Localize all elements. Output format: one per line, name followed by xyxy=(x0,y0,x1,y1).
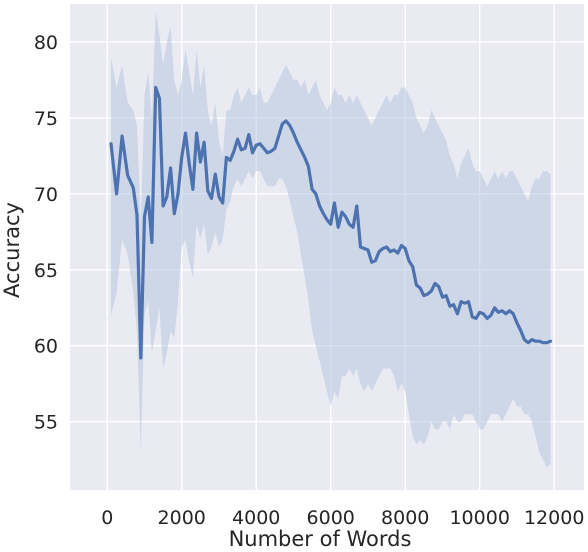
x-tick-label: 6000 xyxy=(307,507,355,529)
x-tick-label: 0 xyxy=(101,507,113,529)
x-tick-labels: 0 2000 4000 6000 8000 10000 12000 xyxy=(101,507,584,529)
y-tick-label: 70 xyxy=(34,184,58,206)
x-tick-label: 12000 xyxy=(524,507,584,529)
y-tick-labels: 55 60 65 70 75 80 xyxy=(34,32,58,434)
y-tick-label: 65 xyxy=(34,260,58,282)
y-tick-label: 55 xyxy=(34,412,58,434)
x-axis-label: Number of Words xyxy=(229,527,412,551)
y-tick-label: 60 xyxy=(34,336,58,358)
x-tick-label: 2000 xyxy=(158,507,206,529)
confidence-band xyxy=(111,11,551,468)
x-tick-label: 4000 xyxy=(232,507,280,529)
x-tick-label: 8000 xyxy=(381,507,429,529)
x-tick-label: 10000 xyxy=(449,507,509,529)
y-tick-label: 80 xyxy=(34,32,58,54)
y-tick-label: 75 xyxy=(34,108,58,130)
accuracy-line xyxy=(109,85,553,360)
y-axis-label: Accuracy xyxy=(0,202,24,298)
